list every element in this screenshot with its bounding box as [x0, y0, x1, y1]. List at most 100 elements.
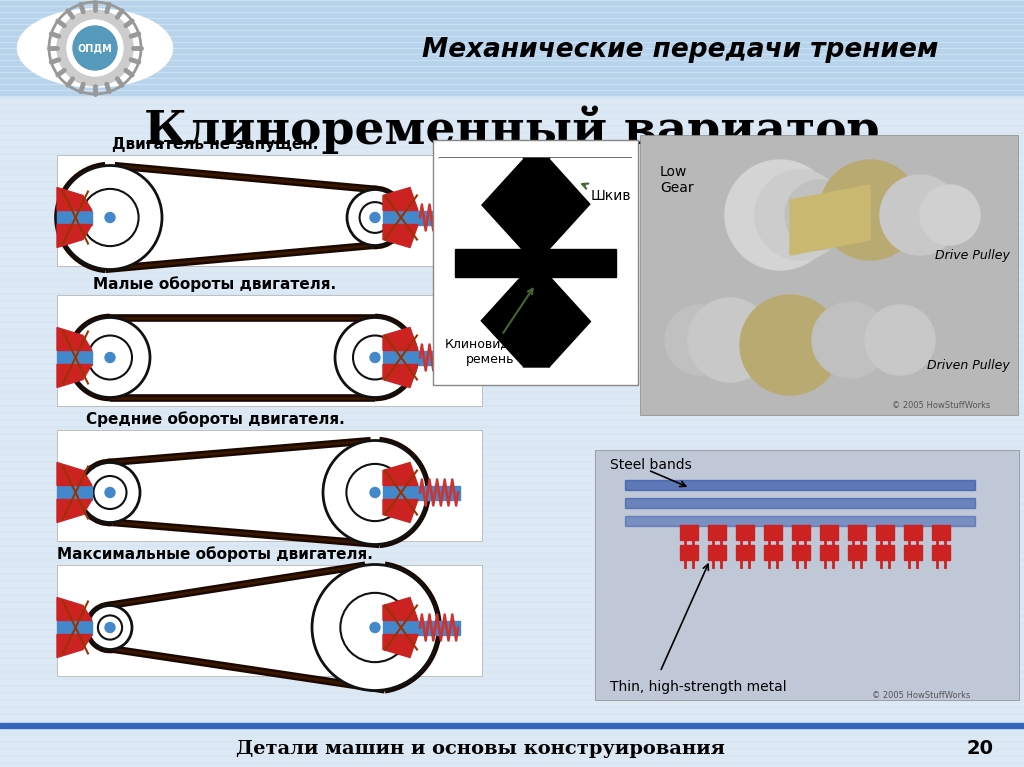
- Bar: [57, 210, 92, 225]
- Circle shape: [340, 593, 410, 662]
- Text: Максимальные обороты двигателя.: Максимальные обороты двигателя.: [57, 546, 373, 562]
- Polygon shape: [550, 276, 632, 367]
- Circle shape: [725, 160, 835, 270]
- Polygon shape: [708, 545, 726, 560]
- Polygon shape: [820, 525, 838, 540]
- Bar: [433, 140, 638, 385]
- Circle shape: [335, 318, 415, 397]
- Bar: [625, 516, 975, 526]
- Polygon shape: [550, 158, 632, 249]
- Polygon shape: [932, 545, 950, 560]
- Bar: [57, 295, 482, 406]
- Circle shape: [359, 202, 390, 233]
- Text: Thin, high-strength metal: Thin, high-strength metal: [610, 680, 786, 694]
- Circle shape: [98, 615, 122, 640]
- Circle shape: [812, 302, 888, 378]
- Circle shape: [880, 175, 961, 255]
- Polygon shape: [57, 225, 92, 248]
- Circle shape: [920, 185, 980, 245]
- Polygon shape: [57, 463, 92, 486]
- Polygon shape: [383, 597, 418, 621]
- Text: Drive Pulley: Drive Pulley: [935, 249, 1010, 262]
- Polygon shape: [736, 525, 754, 540]
- Circle shape: [323, 440, 427, 545]
- Polygon shape: [876, 545, 894, 560]
- Polygon shape: [57, 634, 92, 657]
- Circle shape: [740, 295, 840, 395]
- Polygon shape: [383, 225, 418, 248]
- Bar: [57, 621, 92, 634]
- Text: Low
Gear: Low Gear: [660, 165, 693, 195]
- Text: Механические передачи трением: Механические передачи трением: [422, 37, 938, 63]
- Text: © 2005 HowStuffWorks: © 2005 HowStuffWorks: [871, 690, 970, 700]
- Circle shape: [346, 464, 403, 521]
- Circle shape: [312, 565, 438, 690]
- Bar: [0, 723, 1024, 728]
- Circle shape: [665, 305, 735, 375]
- Bar: [418, 486, 460, 499]
- Circle shape: [370, 212, 380, 222]
- Ellipse shape: [17, 9, 172, 87]
- Circle shape: [88, 335, 132, 380]
- Circle shape: [93, 476, 127, 509]
- Circle shape: [370, 353, 380, 363]
- Circle shape: [105, 353, 115, 363]
- Polygon shape: [876, 525, 894, 540]
- Polygon shape: [57, 499, 92, 522]
- Polygon shape: [680, 525, 698, 540]
- Circle shape: [755, 170, 845, 260]
- Text: Двигатель не запущен.: Двигатель не запущен.: [112, 137, 318, 152]
- Circle shape: [105, 623, 115, 633]
- Bar: [57, 486, 92, 499]
- Polygon shape: [932, 525, 950, 540]
- Text: Клиноременный вариатор: Клиноременный вариатор: [144, 105, 880, 153]
- Text: 20: 20: [967, 739, 993, 759]
- Bar: [625, 480, 975, 490]
- Text: Steel bands: Steel bands: [610, 458, 692, 472]
- Bar: [418, 210, 460, 225]
- Polygon shape: [680, 545, 698, 560]
- Text: Клиновидный
ремень: Клиновидный ремень: [444, 288, 537, 366]
- Bar: [383, 351, 418, 364]
- Polygon shape: [904, 545, 922, 560]
- Text: Driven Pulley: Driven Pulley: [928, 358, 1010, 371]
- Bar: [595, 450, 1019, 700]
- Polygon shape: [848, 545, 866, 560]
- Polygon shape: [57, 187, 92, 210]
- Polygon shape: [383, 328, 418, 351]
- Circle shape: [865, 305, 935, 375]
- Text: © 2005 HowStuffWorks: © 2005 HowStuffWorks: [892, 400, 990, 410]
- Polygon shape: [57, 328, 92, 351]
- Polygon shape: [439, 158, 521, 249]
- Polygon shape: [736, 545, 754, 560]
- Circle shape: [81, 189, 138, 246]
- Bar: [418, 351, 460, 364]
- Circle shape: [785, 180, 855, 250]
- Polygon shape: [764, 545, 782, 560]
- Circle shape: [688, 298, 772, 382]
- Polygon shape: [792, 545, 810, 560]
- Circle shape: [80, 463, 140, 522]
- Circle shape: [70, 318, 150, 397]
- Circle shape: [105, 212, 115, 222]
- Polygon shape: [792, 525, 810, 540]
- Polygon shape: [57, 597, 92, 621]
- Bar: [57, 430, 482, 541]
- Circle shape: [370, 623, 380, 633]
- Bar: [57, 155, 482, 266]
- Circle shape: [73, 26, 117, 70]
- Polygon shape: [439, 276, 632, 367]
- Polygon shape: [57, 364, 92, 387]
- Bar: [383, 621, 418, 634]
- Bar: [57, 565, 482, 676]
- Polygon shape: [764, 525, 782, 540]
- Bar: [418, 621, 460, 634]
- Circle shape: [347, 189, 403, 245]
- Circle shape: [57, 10, 133, 86]
- Bar: [383, 486, 418, 499]
- Text: Детали машин и основы конструирования: Детали машин и основы конструирования: [236, 740, 724, 758]
- Circle shape: [105, 488, 115, 498]
- Bar: [640, 135, 1018, 415]
- Circle shape: [88, 605, 132, 650]
- Bar: [0, 0, 1024, 95]
